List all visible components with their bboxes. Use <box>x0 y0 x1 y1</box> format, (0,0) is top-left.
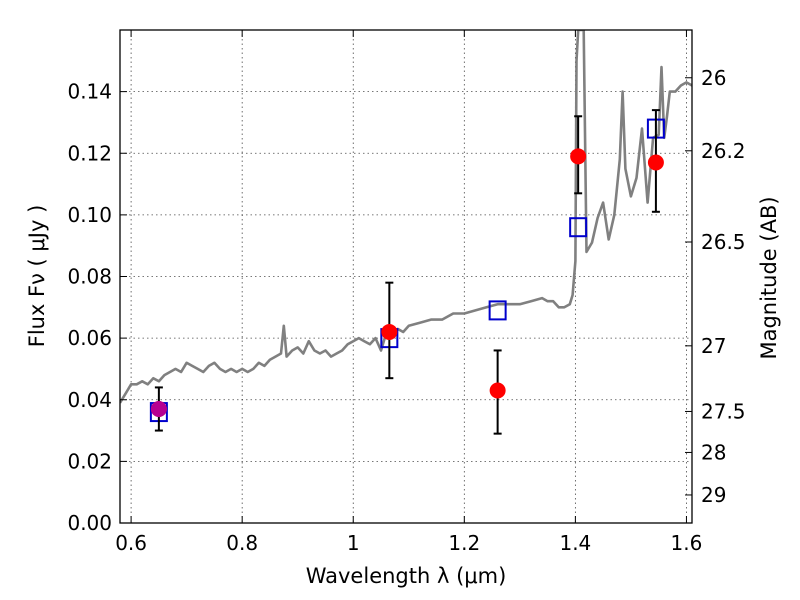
model-spectrum-line <box>120 30 692 404</box>
error-bars <box>150 109 664 435</box>
y-tick-label: 0.02 <box>67 449 112 473</box>
right-tick-label: 29 <box>701 483 726 507</box>
grid <box>120 30 692 524</box>
ticks: 0.6 0.8 1 1.2 1.4 1.6 0.00 0.02 0.04 0.06 0.08 0.10… <box>67 30 746 555</box>
y-right-axis-label: Magnitude (AB) <box>757 196 781 359</box>
observed-flux-point <box>381 323 398 340</box>
right-tick-label: 27.5 <box>701 399 746 423</box>
x-tick-label: 0.8 <box>226 531 258 555</box>
x-axis-label: Wavelength λ (μm) <box>306 564 507 588</box>
x-tick-label: 1.6 <box>671 531 703 555</box>
model-photometry-square <box>488 300 507 321</box>
y-axis-label: Flux Fν ( μJy ) <box>25 205 49 348</box>
observed-flux-point <box>489 382 506 399</box>
model-photometry-square <box>569 217 588 238</box>
right-tick-label: 26 <box>701 66 726 90</box>
x-tick-label: 1.4 <box>559 531 591 555</box>
x-tick-label: 0.6 <box>115 531 147 555</box>
y-tick-label: 0.08 <box>67 265 112 289</box>
y-tick-label: 0.00 <box>67 511 112 535</box>
observed-flux-point <box>570 148 587 165</box>
y-tick-label: 0.04 <box>67 388 112 412</box>
overlap-flux-point <box>150 400 167 417</box>
y-tick-label: 0.12 <box>67 141 112 165</box>
right-tick-label: 26.2 <box>701 139 746 163</box>
right-tick-label: 27 <box>701 334 726 358</box>
y-tick-label: 0.14 <box>67 80 112 104</box>
data-layer <box>120 30 692 423</box>
observed-flux-point <box>647 154 664 171</box>
y-tick-label: 0.10 <box>67 203 112 227</box>
x-tick-label: 1.2 <box>448 531 480 555</box>
right-tick-label: 28 <box>701 440 726 464</box>
y-tick-label: 0.06 <box>67 326 112 350</box>
right-tick-label: 26.5 <box>701 230 746 254</box>
x-tick-label: 1 <box>347 531 360 555</box>
